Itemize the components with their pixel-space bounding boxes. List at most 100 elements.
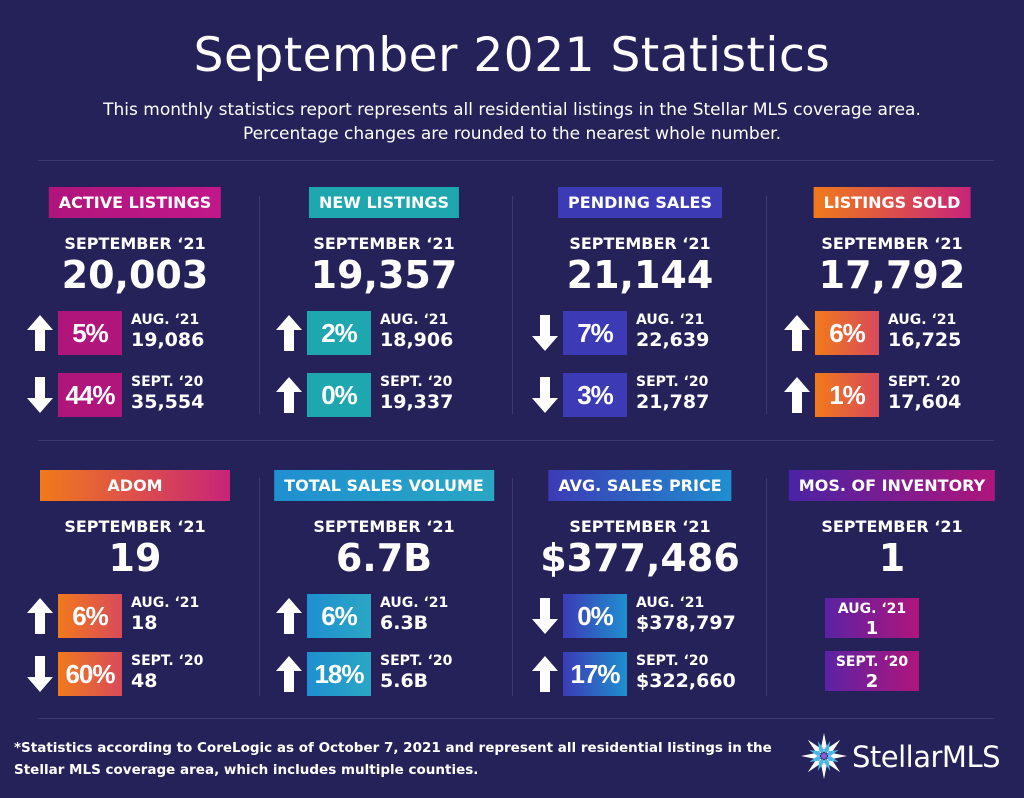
comparison-row: 44% SEPT. ‘20 35,554 — [10, 373, 260, 417]
arrow-up-icon — [532, 656, 558, 692]
comparison-reference: AUG. ‘21 22,639 — [636, 310, 709, 350]
card-total-sales-volume: TOTAL SALES VOLUME SEPTEMBER ‘21 6.7B 6%… — [259, 470, 509, 730]
percent-change-badge: 6% — [58, 594, 122, 638]
card-label: ADOM — [40, 470, 230, 501]
percent-change-badge: 1% — [815, 373, 879, 417]
percent-change-badge: 6% — [307, 594, 371, 638]
comparison-reference: AUG. ‘21 18,906 — [380, 310, 453, 350]
arrow-up-icon — [276, 656, 302, 692]
comparison-reference: AUG. ‘21 19,086 — [131, 310, 204, 350]
card-label: NEW LISTINGS — [308, 187, 460, 218]
comparison-label: SEPT. ‘20 — [888, 374, 961, 390]
comparison-label: SEPT. ‘20 — [131, 374, 204, 390]
card-value: 19 — [108, 536, 162, 580]
comparison-row: 7% AUG. ‘21 22,639 — [515, 311, 765, 355]
card-listings-sold: LISTINGS SOLD SEPTEMBER ‘21 17,792 6% AU… — [767, 187, 1017, 447]
arrow-up-icon — [27, 598, 53, 634]
comparison-value: 19,337 — [380, 391, 454, 413]
percent-change-badge: 6% — [815, 311, 879, 355]
comparison-label: AUG. ‘21 — [888, 312, 957, 328]
comparison-row: 0% SEPT. ‘20 19,337 — [259, 373, 509, 417]
comparison-label: AUG. ‘21 — [131, 312, 200, 328]
comparison-reference: AUG. ‘21 $378,797 — [636, 593, 736, 633]
comparison-value: $378,797 — [636, 612, 736, 634]
arrow-down-icon — [532, 598, 558, 634]
page-title: September 2021 Statistics — [193, 28, 831, 83]
comparison-reference: SEPT. ‘20 35,554 — [131, 372, 204, 412]
comparison-reference: AUG. ‘21 18 — [131, 593, 199, 633]
comparison-value: 5.6B — [380, 670, 429, 692]
card-value: 21,144 — [566, 253, 714, 297]
comparison-value: 2 — [865, 671, 879, 692]
divider-vertical — [512, 478, 513, 696]
arrow-up-icon — [276, 377, 302, 413]
comparison-value: 16,725 — [888, 329, 962, 351]
card-label: LISTINGS SOLD — [813, 187, 971, 218]
divider-vertical — [259, 478, 260, 696]
comparison-label: SEPT. ‘20 — [380, 653, 453, 669]
arrow-up-icon — [276, 315, 302, 351]
card-active-listings: ACTIVE LISTINGS SEPTEMBER ‘21 20,003 5% … — [10, 187, 260, 447]
comparison-value: 18 — [131, 612, 158, 634]
card-label: MOS. OF INVENTORY — [788, 470, 996, 501]
logo-text: StellarMLS — [852, 740, 1001, 774]
page-subtitle: This monthly statistics report represent… — [0, 98, 1024, 146]
comparison-reference: SEPT. ‘20 48 — [131, 651, 203, 691]
percent-change-badge: 7% — [563, 311, 627, 355]
card-avg-sales-price: AVG. SALES PRICE SEPTEMBER ‘21 $377,486 … — [515, 470, 765, 730]
card-new-listings: NEW LISTINGS SEPTEMBER ‘21 19,357 2% AUG… — [259, 187, 509, 447]
comparison-row: 1% SEPT. ‘20 17,604 — [767, 373, 1017, 417]
comparison-row: 3% SEPT. ‘20 21,787 — [515, 373, 765, 417]
comparison-row: 0% AUG. ‘21 $378,797 — [515, 594, 765, 638]
card-adom: ADOM SEPTEMBER ‘21 19 6% AUG. ‘21 18 60% … — [10, 470, 260, 730]
comparison-reference: SEPT. ‘20 17,604 — [888, 372, 961, 412]
card-label: AVG. SALES PRICE — [548, 470, 732, 501]
arrow-down-icon — [27, 377, 53, 413]
card-period: SEPTEMBER ‘21 — [64, 517, 206, 536]
card-value: 17,792 — [818, 253, 966, 297]
percent-change-badge: 2% — [307, 311, 371, 355]
comparison-value: 19,086 — [131, 329, 205, 351]
comparison-label: SEPT. ‘20 — [835, 654, 909, 670]
inventory-comparison-box: SEPT. ‘20 2 — [825, 651, 919, 691]
card-period: SEPTEMBER ‘21 — [313, 517, 455, 536]
comparison-value: 22,639 — [636, 329, 710, 351]
comparison-label: AUG. ‘21 — [837, 601, 907, 617]
divider-middle — [38, 440, 994, 441]
card-pending-sales: PENDING SALES SEPTEMBER ‘21 21,144 7% AU… — [515, 187, 765, 447]
comparison-row: 2% AUG. ‘21 18,906 — [259, 311, 509, 355]
percent-change-badge: 44% — [58, 373, 122, 417]
comparison-label: SEPT. ‘20 — [636, 374, 709, 390]
divider-vertical — [259, 196, 260, 414]
divider-vertical — [512, 196, 513, 414]
comparison-value: 35,554 — [131, 391, 205, 413]
comparison-row: 6% AUG. ‘21 18 — [10, 594, 260, 638]
card-value: 19,357 — [310, 253, 458, 297]
footnote-line-2: Stellar MLS coverage area, which include… — [14, 762, 479, 778]
comparison-row: 17% SEPT. ‘20 $322,660 — [515, 652, 765, 696]
comparison-label: SEPT. ‘20 — [636, 653, 709, 669]
comparison-reference: SEPT. ‘20 19,337 — [380, 372, 453, 412]
footnote-line-1: *Statistics according to CoreLogic as of… — [14, 740, 772, 756]
card-value: 20,003 — [61, 253, 209, 297]
arrow-up-icon — [784, 377, 810, 413]
comparison-reference: SEPT. ‘20 5.6B — [380, 651, 452, 691]
inventory-comparison-box: AUG. ‘21 1 — [825, 598, 919, 638]
card-period: SEPTEMBER ‘21 — [821, 234, 963, 253]
arrow-down-icon — [532, 315, 558, 351]
percent-change-badge: 3% — [563, 373, 627, 417]
comparison-value: 18,906 — [380, 329, 454, 351]
comparison-value: 6.3B — [380, 612, 429, 634]
comparison-value: 21,787 — [636, 391, 710, 413]
comparison-label: AUG. ‘21 — [131, 595, 200, 611]
arrow-down-icon — [27, 656, 53, 692]
comparison-row: 5% AUG. ‘21 19,086 — [10, 311, 260, 355]
card-value: 1 — [878, 536, 906, 580]
comparison-label: AUG. ‘21 — [380, 595, 449, 611]
comparison-label: SEPT. ‘20 — [131, 653, 204, 669]
card-period: SEPTEMBER ‘21 — [569, 234, 711, 253]
arrow-up-icon — [784, 315, 810, 351]
arrow-up-icon — [276, 598, 302, 634]
comparison-reference: SEPT. ‘20 21,787 — [636, 372, 709, 412]
card-period: SEPTEMBER ‘21 — [821, 517, 963, 536]
